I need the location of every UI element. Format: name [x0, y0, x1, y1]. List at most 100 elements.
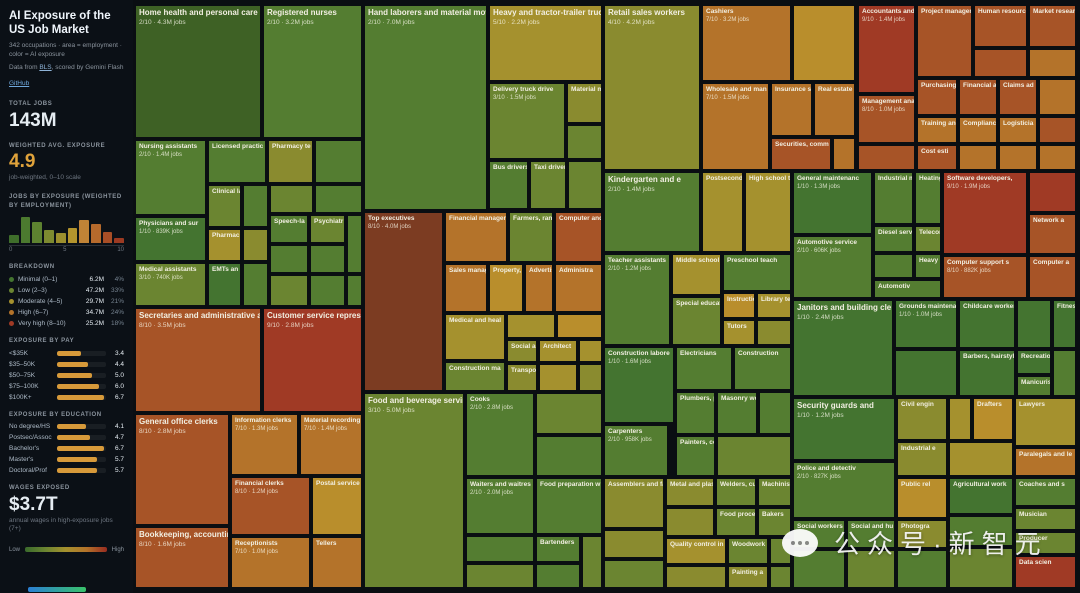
- treemap-tile[interactable]: Heavy veh: [915, 254, 941, 278]
- treemap-tile[interactable]: [1039, 79, 1076, 115]
- treemap-tile[interactable]: Material mov: [567, 83, 602, 123]
- treemap-tile[interactable]: Food and beverage servin 3/10 · 5.0M jobs: [364, 393, 464, 588]
- treemap-tile[interactable]: Producer: [1015, 532, 1076, 554]
- treemap-tile[interactable]: [949, 442, 1013, 476]
- treemap-tile[interactable]: Electricians: [676, 347, 732, 390]
- treemap-tile[interactable]: Preschool teach: [723, 254, 791, 291]
- treemap-tile[interactable]: Industrial mac: [874, 172, 913, 224]
- treemap-tile[interactable]: Project managem: [917, 5, 972, 77]
- treemap-tile[interactable]: [579, 340, 602, 362]
- treemap-tile[interactable]: Medical assistants 3/10 · 740K jobs: [135, 263, 206, 306]
- treemap-tile[interactable]: [858, 145, 915, 170]
- treemap-tile[interactable]: General maintenanc 1/10 · 1.3M jobs: [793, 172, 872, 234]
- treemap-tile[interactable]: [347, 215, 362, 273]
- treemap-tile[interactable]: Masonry work: [717, 392, 757, 434]
- treemap-tile[interactable]: [999, 145, 1037, 170]
- treemap-tile[interactable]: Janitors and building cle 1/10 · 2.4M job…: [793, 300, 893, 396]
- treemap-tile[interactable]: Construction labore 1/10 · 1.6M jobs: [604, 347, 674, 423]
- treemap-tile[interactable]: Welders, cut: [716, 478, 756, 506]
- treemap-tile[interactable]: Tutors: [723, 320, 755, 345]
- treemap-tile[interactable]: Construction ma: [445, 362, 505, 391]
- treemap-tile[interactable]: Kindergarten and e 2/10 · 1.4M jobs: [604, 172, 700, 252]
- treemap-tile[interactable]: Food preparation w: [536, 478, 602, 534]
- treemap-tile[interactable]: Cooks 2/10 · 2.8M jobs: [466, 393, 534, 476]
- treemap-tile[interactable]: [539, 364, 577, 391]
- treemap-tile[interactable]: Architect: [539, 340, 577, 362]
- treemap-tile[interactable]: Painters, con: [676, 436, 715, 476]
- treemap-tile[interactable]: Childcare workers: [959, 300, 1015, 348]
- treemap-tile[interactable]: [567, 125, 602, 159]
- treemap-tile[interactable]: EMTs an: [208, 263, 241, 306]
- treemap-tile[interactable]: Industrial e: [897, 442, 947, 476]
- treemap-tile[interactable]: Machinist: [758, 478, 791, 506]
- treemap-tile[interactable]: [568, 161, 602, 209]
- treemap-tile[interactable]: Physicians and sur 1/10 · 839K jobs: [135, 217, 206, 261]
- treemap-tile[interactable]: [536, 436, 602, 476]
- treemap-tile[interactable]: Administra: [555, 264, 602, 312]
- treemap-tile[interactable]: Bus drivers: [489, 161, 528, 209]
- treemap-tile[interactable]: Retail sales workers 4/10 · 4.2M jobs: [604, 5, 700, 170]
- treemap-tile[interactable]: Cost esti: [917, 145, 957, 170]
- treemap-tile[interactable]: Clinical la: [208, 185, 241, 227]
- treemap-tile[interactable]: Material recording 7/10 · 1.4M jobs: [300, 414, 362, 475]
- treemap-tile[interactable]: Computer and: [555, 212, 602, 262]
- treemap-tile[interactable]: [1053, 350, 1076, 396]
- treemap-tile[interactable]: [536, 393, 602, 434]
- treemap-tile[interactable]: Transpor: [507, 364, 537, 391]
- treemap-tile[interactable]: Data scien: [1015, 556, 1076, 588]
- treemap-tile[interactable]: [270, 245, 308, 273]
- treemap-tile[interactable]: [466, 564, 534, 588]
- treemap-tile[interactable]: Plumbers, pi: [676, 392, 715, 434]
- treemap-tile[interactable]: [949, 398, 971, 440]
- treemap-tile[interactable]: Teacher assistants 2/10 · 1.2M jobs: [604, 254, 670, 345]
- treemap-tile[interactable]: Customer service represe 9/10 · 2.8M jobs: [263, 308, 362, 412]
- treemap-tile[interactable]: Receptionists 7/10 · 1.0M jobs: [231, 537, 310, 588]
- treemap-tile[interactable]: Software developers, 9/10 · 1.9M jobs: [943, 172, 1027, 254]
- treemap-tile[interactable]: Property, re: [489, 264, 523, 312]
- treemap-tile[interactable]: Social an: [507, 340, 537, 362]
- treemap-tile[interactable]: Construction: [734, 347, 791, 390]
- treemap-tile[interactable]: [847, 550, 895, 588]
- treemap-tile[interactable]: [507, 314, 555, 338]
- treemap-tile[interactable]: [666, 566, 726, 588]
- treemap-tile[interactable]: Financial a: [959, 79, 997, 115]
- treemap-tile[interactable]: [579, 364, 602, 391]
- treemap-tile[interactable]: Computer a: [1029, 256, 1076, 298]
- treemap-tile[interactable]: Food proces: [716, 508, 756, 536]
- treemap-tile[interactable]: [959, 145, 997, 170]
- treemap-tile[interactable]: Instructiona: [723, 293, 755, 318]
- treemap-tile[interactable]: Heating, a: [915, 172, 941, 224]
- treemap-tile[interactable]: Police and detectiv 2/10 · 827K jobs: [793, 462, 895, 518]
- treemap-tile[interactable]: Special education: [672, 297, 721, 345]
- treemap-tile[interactable]: [666, 508, 714, 536]
- treemap-tile[interactable]: Agricultural work: [949, 478, 1013, 514]
- treemap-tile[interactable]: Logisticia: [999, 117, 1037, 143]
- treemap-tile[interactable]: Wholesale and man 7/10 · 1.5M jobs: [702, 83, 769, 170]
- treemap-tile[interactable]: Sales managers: [445, 264, 487, 312]
- treemap-tile[interactable]: Insurance sal: [771, 83, 812, 136]
- treemap-tile[interactable]: Speech-la: [270, 215, 308, 243]
- treemap-tile[interactable]: Automotive service 2/10 · 606K jobs: [793, 236, 872, 298]
- treemap-tile[interactable]: Paralegals and le: [1015, 448, 1076, 476]
- treemap-tile[interactable]: High school teach: [745, 172, 791, 252]
- treemap-tile[interactable]: Hand laborers and material mover 2/10 · 7…: [364, 5, 487, 210]
- treemap-tile[interactable]: Civil engin: [897, 398, 947, 440]
- treemap-tile[interactable]: [466, 536, 534, 562]
- treemap-tile[interactable]: Social and hu: [847, 520, 895, 548]
- treemap-tile[interactable]: Licensed practic: [208, 140, 266, 183]
- treemap-tile[interactable]: [974, 49, 1027, 77]
- treemap-tile[interactable]: Assemblers and fa: [604, 478, 664, 528]
- treemap-tile[interactable]: Farmers, ranchers: [509, 212, 553, 262]
- treemap-tile[interactable]: Pharmac: [208, 229, 241, 261]
- treemap-tile[interactable]: [243, 185, 268, 227]
- treemap-tile[interactable]: Delivery truck drive 3/10 · 1.5M jobs: [489, 83, 565, 159]
- treemap-tile[interactable]: [1017, 300, 1051, 348]
- treemap-tile[interactable]: Network a: [1029, 214, 1076, 254]
- treemap-tile[interactable]: [270, 275, 308, 306]
- treemap-tile[interactable]: [604, 530, 664, 558]
- treemap-tile[interactable]: Registered nurses 2/10 · 3.2M jobs: [263, 5, 362, 138]
- treemap-tile[interactable]: Middle school te: [672, 254, 721, 295]
- treemap-tile[interactable]: [874, 254, 913, 278]
- treemap-tile[interactable]: Metal and plastic: [666, 478, 714, 506]
- treemap-tile[interactable]: [315, 140, 362, 183]
